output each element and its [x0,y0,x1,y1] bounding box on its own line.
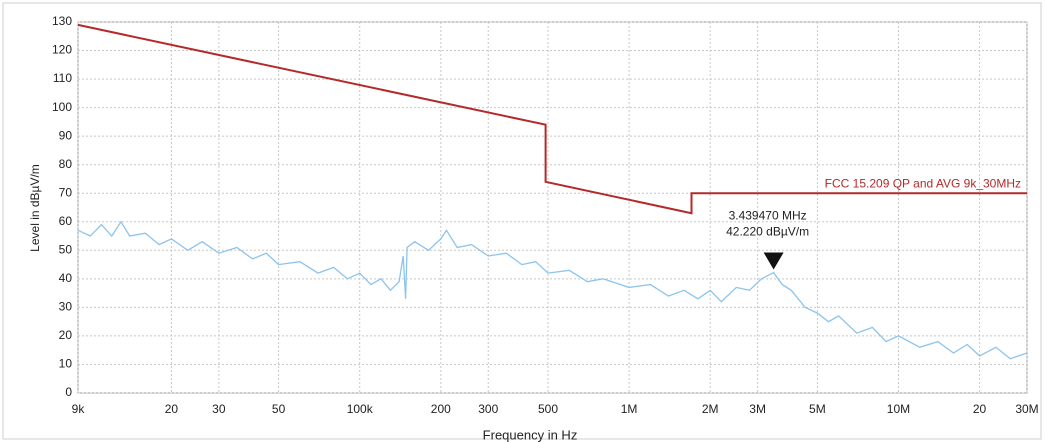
x-tick-label: 5M [809,402,826,416]
y-tick-label: 130 [52,14,72,28]
peak-marker [763,252,784,270]
x-axis-label: Frequency in Hz [483,427,578,442]
x-tick-label: 50 [272,402,286,416]
y-tick-label: 90 [59,128,73,142]
y-tick-label: 120 [52,43,72,57]
y-tick-label: 50 [59,242,73,256]
marker-label: 3.439470 MHz [729,209,807,223]
x-tick-label: 20 [165,402,179,416]
x-tick-label: 9k [72,402,86,416]
x-tick-label: 3M [749,402,766,416]
y-tick-label: 20 [59,328,73,342]
y-axis-label: Level in dBµV/m [28,164,42,252]
legend-label: FCC 15.209 QP and AVG 9k_30MHz [825,176,1021,190]
y-tick-label: 70 [59,185,73,199]
marker-label: 42.220 dBµV/m [726,225,809,239]
y-tick-label: 100 [52,100,72,114]
x-tick-label: 300 [478,402,498,416]
x-tick-label: 500 [538,402,558,416]
y-tick-label: 80 [59,157,73,171]
x-tick-label: 20 [973,402,987,416]
x-tick-label: 2M [702,402,719,416]
series-line [77,23,1027,215]
x-tick-label: 1M [621,402,638,416]
plot-area [77,21,1028,394]
x-tick-label: 30M [1015,402,1038,416]
y-tick-label: 0 [65,385,72,399]
series-line [77,220,1028,360]
y-tick-label: 60 [59,214,73,228]
x-tick-label: 200 [431,402,451,416]
y-tick-label: 30 [59,300,73,314]
x-tick-label: 10M [887,402,910,416]
y-tick-label: 40 [59,271,73,285]
x-tick-label: 30 [212,402,226,416]
y-tick-label: 10 [59,357,73,371]
x-tick-label: 100k [347,402,374,416]
y-tick-label: 110 [53,71,72,85]
